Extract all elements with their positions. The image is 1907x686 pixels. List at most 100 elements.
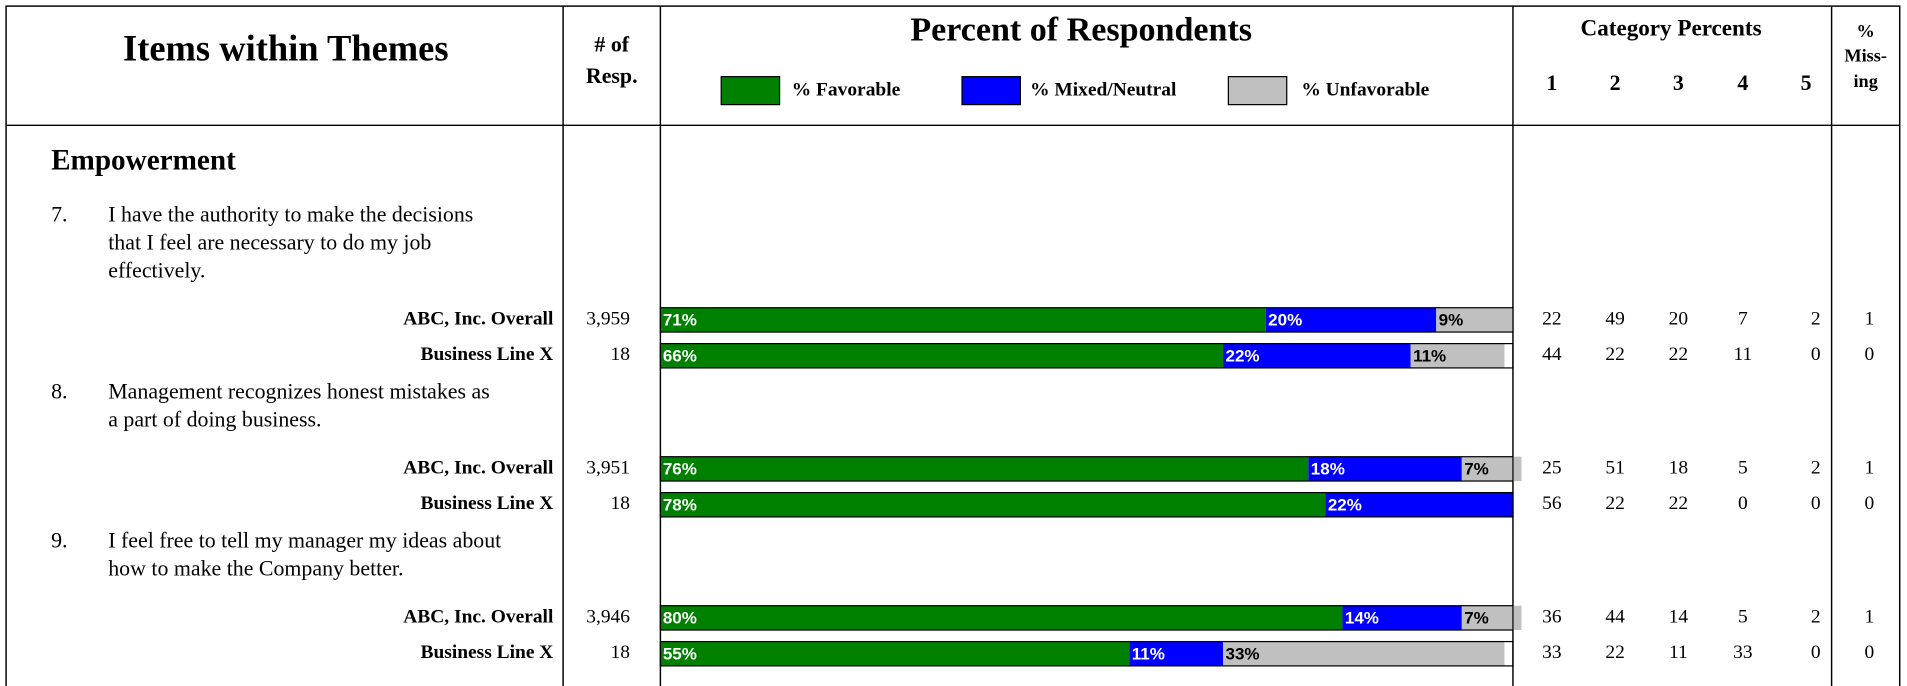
category-label: 3: [1673, 70, 1684, 95]
category-percent: 44: [1605, 606, 1625, 627]
category-percent: 33: [1733, 642, 1752, 663]
missing-percent: 0: [1864, 344, 1874, 365]
bar-label: 76%: [663, 460, 697, 479]
missing-percent: 0: [1864, 493, 1874, 514]
resp-count: 18: [611, 344, 630, 365]
resp-count: 3,951: [586, 457, 630, 478]
category-percent: 0: [1811, 344, 1821, 365]
category-percent: 0: [1738, 493, 1748, 514]
category-percent: 2: [1811, 308, 1821, 329]
group-label: Business Line X: [420, 493, 553, 514]
resp-title: # of: [594, 31, 629, 56]
bar-outline: [659, 605, 1514, 631]
missing-percent: 1: [1864, 457, 1874, 478]
bar-segment: [1223, 641, 1505, 666]
bar-segment: [1223, 343, 1411, 368]
bar-label: 18%: [1311, 460, 1345, 479]
bar-segment: [660, 492, 1326, 517]
category-label: 2: [1610, 70, 1621, 95]
bar-label: 20%: [1268, 311, 1302, 330]
category-percent: 0: [1811, 642, 1821, 663]
bar-segment: [660, 307, 1266, 333]
bar-label: 11%: [1413, 346, 1446, 365]
item-text: effectively.: [108, 257, 205, 282]
item-number: 9.: [51, 527, 67, 552]
bar-label: 7%: [1464, 609, 1489, 628]
bar-segment: [660, 641, 1130, 666]
frame: [5, 5, 1901, 686]
item-text: how to make the Company better.: [108, 555, 403, 580]
missing-percent: 1: [1864, 606, 1874, 627]
category-percent: 14: [1669, 606, 1689, 627]
category-percent: 18: [1669, 457, 1688, 478]
bar-segment: [1461, 605, 1522, 631]
category-percent: 2: [1811, 606, 1821, 627]
legend-label: % Unfavorable: [1301, 80, 1429, 101]
bar-segment: [1461, 456, 1522, 482]
group-label: ABC, Inc. Overall: [403, 308, 554, 329]
category-label: 1: [1546, 70, 1557, 95]
category-percent: 25: [1542, 457, 1561, 478]
category-percent: 22: [1669, 344, 1688, 365]
bar-label: 55%: [663, 644, 697, 663]
category-percent: 0: [1811, 493, 1821, 514]
bar-label: 22%: [1226, 346, 1260, 365]
group-label: Business Line X: [420, 642, 553, 663]
bar-segment: [1342, 605, 1462, 631]
item-number: 8.: [51, 379, 67, 404]
category-percent: 22: [1605, 493, 1624, 514]
missing-title: Miss-: [1844, 45, 1887, 65]
group-label: ABC, Inc. Overall: [403, 457, 554, 478]
category-label: 5: [1801, 70, 1812, 95]
bar-label: 11%: [1132, 644, 1165, 663]
bar-label: 33%: [1226, 644, 1260, 663]
legend-swatch: [720, 76, 781, 106]
bar-segment: [1308, 456, 1462, 482]
bar-outline: [659, 456, 1514, 482]
legend-label: % Mixed/Neutral: [1030, 80, 1177, 101]
bar-segment: [660, 343, 1224, 368]
bar-label: 7%: [1464, 460, 1489, 479]
resp-count: 18: [611, 642, 630, 663]
bar-label: 66%: [663, 346, 697, 365]
legend-label: % Favorable: [792, 80, 901, 101]
category-percent: 2: [1811, 457, 1821, 478]
category-percent: 11: [1669, 642, 1688, 663]
item-text: Management recognizes honest mistakes as: [108, 379, 489, 404]
bar-segment: [1325, 492, 1513, 517]
missing-percent: 0: [1864, 642, 1874, 663]
bar-label: 80%: [663, 609, 697, 628]
resp-count: 18: [611, 493, 630, 514]
category-percent: 44: [1542, 344, 1562, 365]
category-percent: 5: [1738, 606, 1748, 627]
group-label: ABC, Inc. Overall: [403, 606, 554, 627]
category-percent: 56: [1542, 493, 1562, 514]
category-title: Category Percents: [1581, 15, 1762, 41]
group-label: Business Line X: [420, 344, 553, 365]
bar-label: 14%: [1345, 609, 1379, 628]
missing-percent: 1: [1864, 308, 1874, 329]
category-percent: 22: [1605, 344, 1624, 365]
bar-segment: [1265, 307, 1437, 333]
category-percent: 11: [1733, 344, 1752, 365]
category-percent: 33: [1542, 642, 1561, 663]
category-percent: 22: [1605, 642, 1624, 663]
resp-count: 3,959: [586, 308, 630, 329]
bar-label: 71%: [663, 311, 697, 330]
category-label: 4: [1737, 70, 1748, 95]
category-percent: 22: [1669, 493, 1688, 514]
theme: Empowerment: [51, 145, 236, 177]
category-percent: 5: [1738, 457, 1748, 478]
category-percent: 36: [1542, 606, 1562, 627]
bar-outline: [659, 491, 1514, 518]
bar-label: 9%: [1439, 311, 1464, 330]
legend-swatch: [1227, 76, 1288, 106]
bar-segment: [660, 605, 1343, 631]
chart-title: Percent of Respondents: [910, 12, 1252, 49]
bar-segment: [1436, 307, 1513, 333]
bar-segment: [660, 456, 1309, 482]
missing-title: %: [1857, 21, 1875, 41]
bar-outline: [659, 307, 1514, 333]
item-text: that I feel are necessary to do my job: [108, 230, 431, 255]
